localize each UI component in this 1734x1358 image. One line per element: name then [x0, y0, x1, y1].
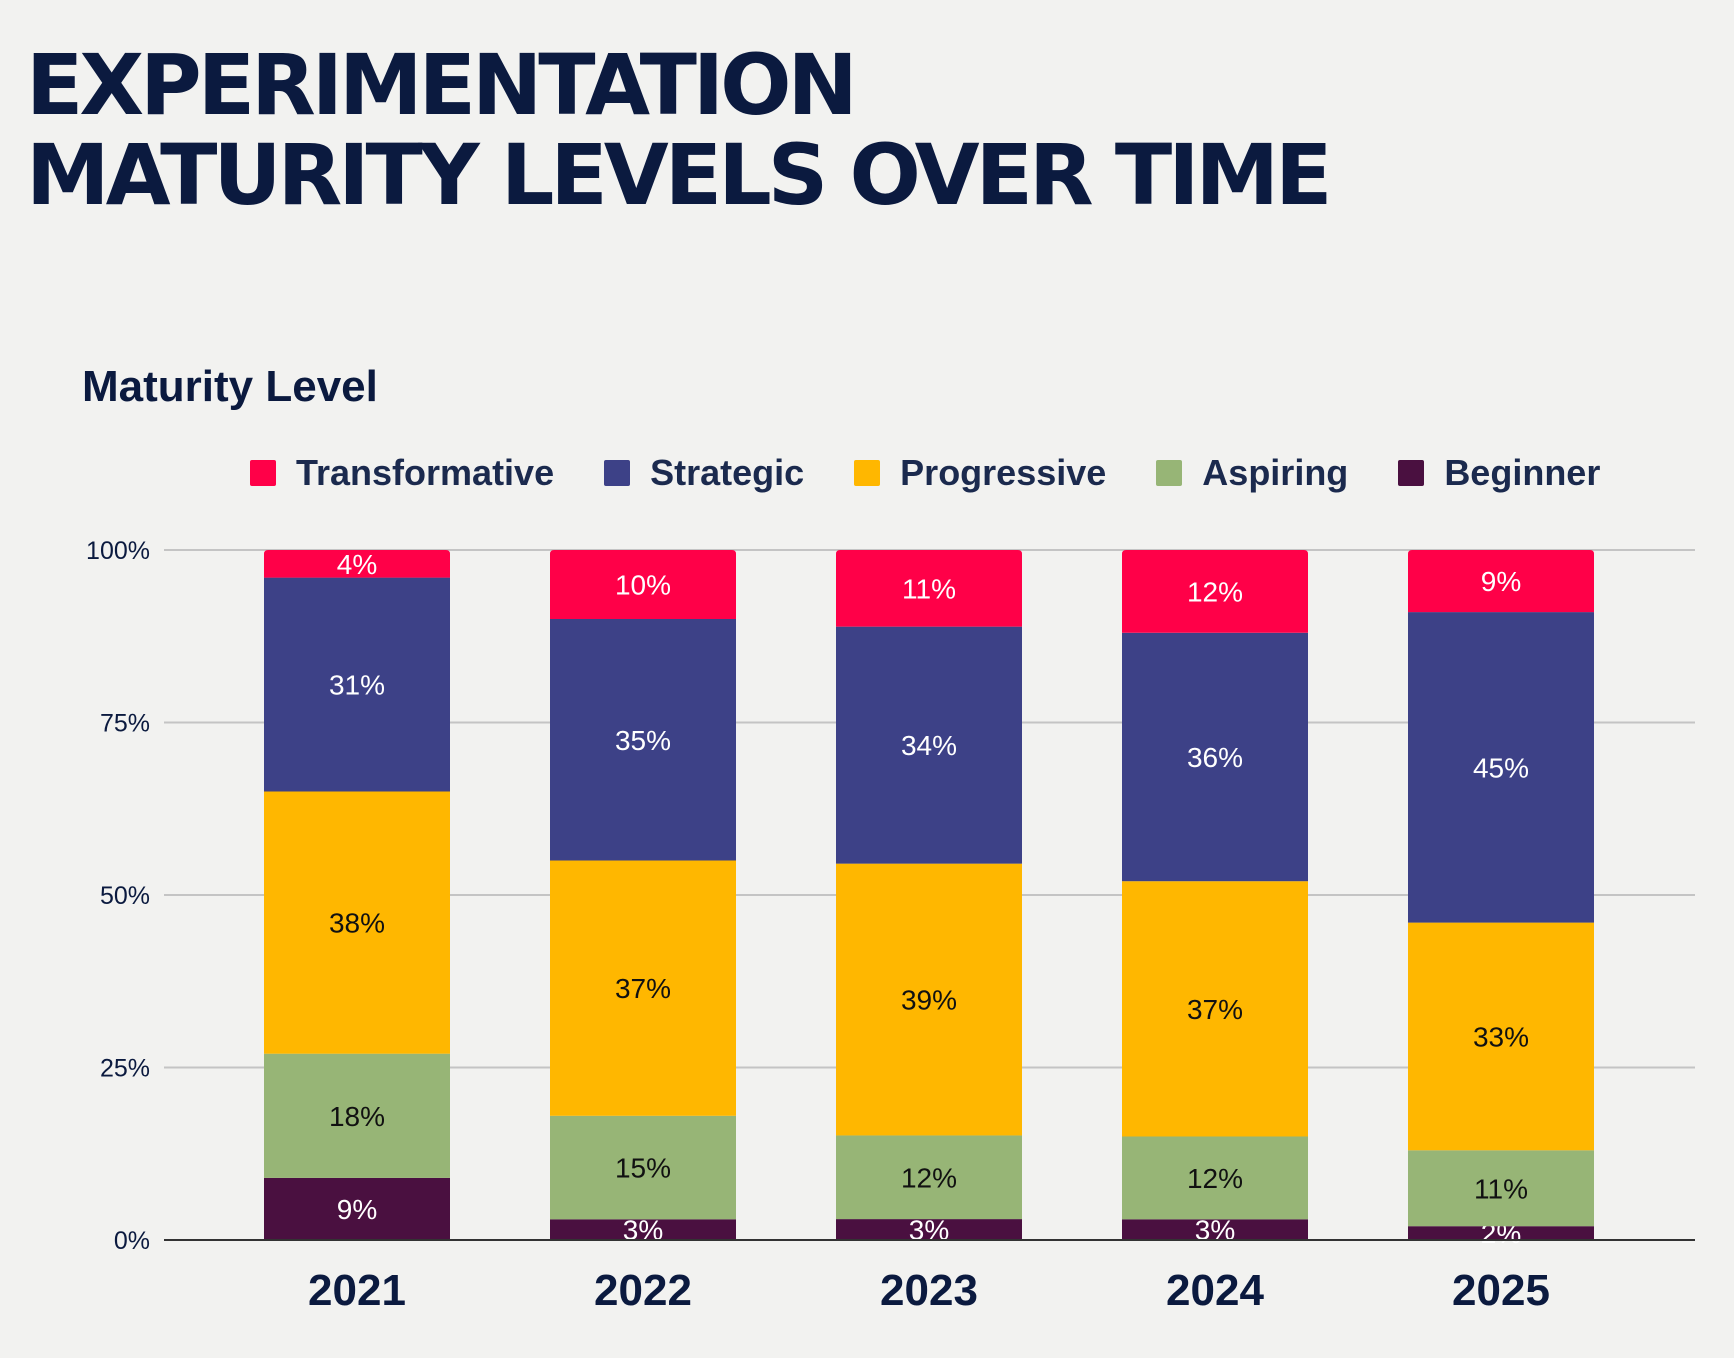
title-line-1: EXPERIMENTATION: [26, 36, 858, 134]
y-tick-label: 100%: [86, 537, 150, 565]
legend-item-strategic: Strategic: [604, 452, 804, 494]
bar-segment-transformative: [264, 550, 450, 578]
legend-label: Progressive: [900, 452, 1107, 493]
bar-segment-aspiring: [1408, 1150, 1594, 1227]
y-tick-label: 0%: [114, 1227, 150, 1255]
bar-segment-progressive: [264, 791, 450, 1054]
legend-swatch: [604, 460, 631, 486]
bar-segment-transformative: [550, 550, 736, 619]
data-label: 38%: [329, 908, 385, 939]
legend-label: Aspiring: [1202, 452, 1349, 493]
data-label: 37%: [1187, 994, 1243, 1025]
data-label: 33%: [1473, 1021, 1529, 1052]
x-tick-label: 2025: [1452, 1266, 1550, 1315]
bar-segment-transformative: [836, 550, 1022, 627]
legend-swatch: [1398, 460, 1425, 486]
data-label: 9%: [337, 1194, 377, 1225]
title-line-2: MATURITY LEVELS OVER TIME: [26, 126, 1332, 224]
y-tick-label: 75%: [100, 710, 150, 738]
bar-segment-aspiring: [836, 1135, 1022, 1220]
data-label: 37%: [615, 973, 671, 1004]
data-label: 11%: [902, 573, 956, 604]
bar-segment-progressive: [1122, 881, 1308, 1137]
chart-title: Maturity Level: [82, 362, 378, 411]
x-tick-label: 2022: [594, 1266, 692, 1315]
bar-segment-transformative: [1122, 550, 1308, 633]
data-label: 4%: [337, 549, 377, 580]
bar-segment-progressive: [836, 863, 1022, 1136]
bar-segment-progressive: [1408, 922, 1594, 1151]
legend: Transformative Strategic Progressive Aspiri…: [250, 452, 1650, 494]
bar-segment-transformative: [1408, 550, 1594, 613]
legend-swatch: [854, 460, 881, 486]
x-tick-label: 2024: [1166, 1266, 1264, 1315]
bar-segment-beginner: [550, 1219, 736, 1240]
bar-segment-strategic: [836, 626, 1022, 864]
bar-segment-aspiring: [550, 1115, 736, 1220]
legend-item-aspiring: Aspiring: [1156, 452, 1348, 494]
bar-segment-beginner: [1408, 1226, 1594, 1240]
data-label: 35%: [615, 725, 671, 756]
data-label: 9%: [1481, 566, 1521, 597]
legend-label: Transformative: [296, 452, 555, 493]
legend-item-transformative: Transformative: [250, 452, 554, 494]
data-label: 12%: [901, 1162, 957, 1193]
data-label: 10%: [615, 570, 671, 601]
data-label: 12%: [1187, 1163, 1243, 1194]
bar-segment-aspiring: [264, 1053, 450, 1178]
data-label: 15%: [615, 1153, 671, 1184]
bar-segment-progressive: [550, 860, 736, 1116]
bar-segment-beginner: [836, 1219, 1022, 1240]
y-tick-label: 50%: [100, 882, 150, 910]
legend-item-beginner: Beginner: [1398, 452, 1600, 494]
data-label: 39%: [901, 985, 957, 1016]
bar-segment-strategic: [1408, 612, 1594, 923]
data-label: 36%: [1187, 742, 1243, 773]
legend-swatch: [1156, 460, 1183, 486]
bar-segment-strategic: [1122, 632, 1308, 882]
legend-item-progressive: Progressive: [854, 452, 1106, 494]
x-tick-label: 2021: [308, 1266, 406, 1315]
y-tick-label: 25%: [100, 1055, 150, 1083]
bar-segment-beginner: [264, 1177, 450, 1240]
bar-segment-strategic: [550, 619, 736, 861]
page-title: EXPERIMENTATION MATURITY LEVELS OVER TIM…: [26, 36, 1332, 224]
data-label: 34%: [901, 730, 957, 761]
data-label: 18%: [329, 1101, 385, 1132]
bar-segment-strategic: [264, 577, 450, 792]
data-label: 45%: [1473, 752, 1529, 783]
x-tick-label: 2023: [880, 1266, 978, 1315]
legend-label: Strategic: [650, 452, 805, 493]
legend-label: Beginner: [1444, 452, 1601, 493]
bar-segment-aspiring: [1122, 1136, 1308, 1220]
data-label: 12%: [1187, 576, 1243, 607]
legend-swatch: [250, 460, 276, 486]
bar-segment-beginner: [1122, 1219, 1308, 1240]
data-label: 31%: [329, 670, 385, 701]
data-label: 11%: [1474, 1173, 1528, 1204]
